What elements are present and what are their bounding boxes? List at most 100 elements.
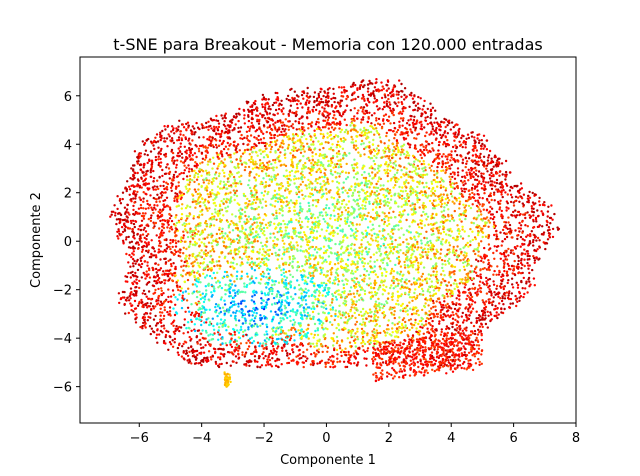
- data-point: [369, 94, 372, 97]
- data-point: [356, 166, 359, 169]
- data-point: [276, 342, 280, 346]
- data-point: [508, 290, 511, 293]
- data-point: [140, 265, 143, 269]
- data-point: [337, 262, 340, 265]
- data-point: [195, 202, 198, 206]
- data-point: [182, 134, 185, 137]
- data-point: [484, 305, 488, 309]
- data-point: [465, 326, 468, 329]
- data-point: [551, 218, 554, 221]
- data-point: [477, 260, 480, 263]
- data-point: [271, 357, 274, 360]
- data-point: [146, 161, 149, 165]
- data-point: [205, 274, 209, 277]
- data-point: [371, 171, 374, 174]
- data-point: [362, 349, 365, 352]
- data-point: [375, 292, 379, 295]
- data-point: [235, 112, 238, 116]
- data-point: [485, 300, 488, 303]
- data-point: [509, 230, 512, 233]
- data-point: [440, 258, 444, 262]
- data-point: [372, 176, 375, 179]
- data-point: [282, 246, 285, 249]
- data-point: [420, 242, 423, 245]
- data-point: [290, 359, 293, 362]
- data-point: [410, 296, 414, 299]
- data-point: [414, 238, 417, 241]
- data-point: [337, 150, 341, 153]
- data-point: [342, 251, 345, 255]
- data-point: [403, 152, 406, 156]
- data-point: [432, 316, 436, 319]
- data-point: [262, 230, 266, 233]
- data-point: [166, 163, 169, 166]
- data-point: [322, 217, 325, 221]
- data-point: [416, 201, 419, 204]
- data-point: [264, 200, 267, 203]
- data-point: [524, 216, 527, 220]
- data-point: [391, 232, 395, 235]
- data-point: [286, 310, 289, 314]
- data-point: [312, 363, 315, 367]
- data-point: [429, 116, 432, 120]
- data-point: [235, 361, 238, 364]
- data-point: [455, 323, 458, 327]
- data-point: [302, 365, 305, 369]
- data-point: [360, 121, 363, 124]
- data-point: [428, 166, 431, 170]
- data-point: [487, 236, 490, 240]
- data-point: [416, 102, 420, 105]
- data-point: [172, 307, 175, 310]
- data-point: [247, 183, 250, 187]
- data-point: [184, 219, 188, 222]
- data-point: [386, 197, 390, 201]
- data-point: [374, 293, 378, 297]
- data-point: [234, 314, 237, 318]
- data-point: [208, 136, 211, 139]
- data-point: [121, 230, 125, 234]
- data-point: [492, 173, 495, 177]
- data-point: [376, 240, 379, 243]
- data-point: [305, 308, 308, 311]
- data-point: [265, 325, 269, 329]
- data-point: [346, 216, 350, 219]
- data-point: [337, 143, 340, 147]
- data-point: [495, 188, 498, 191]
- data-point: [361, 214, 364, 217]
- data-point: [356, 253, 359, 257]
- data-point: [169, 186, 173, 189]
- data-point: [446, 295, 449, 298]
- data-point: [408, 296, 412, 299]
- data-point: [131, 228, 134, 231]
- data-point: [128, 253, 131, 257]
- data-point: [157, 210, 160, 213]
- data-point: [160, 289, 163, 292]
- data-point: [418, 225, 421, 229]
- data-point: [466, 241, 469, 245]
- data-point: [270, 180, 273, 183]
- data-point: [389, 237, 392, 240]
- data-point: [174, 327, 177, 330]
- data-point: [309, 363, 313, 366]
- data-point: [501, 297, 504, 300]
- data-point: [470, 167, 473, 170]
- data-point: [393, 127, 397, 130]
- data-point: [484, 235, 488, 238]
- data-point: [453, 265, 457, 269]
- data-point: [120, 225, 124, 229]
- data-point: [389, 165, 393, 168]
- data-point: [331, 282, 334, 285]
- data-point: [411, 202, 414, 205]
- data-point: [156, 179, 159, 182]
- data-point: [280, 308, 283, 311]
- data-point: [280, 141, 283, 145]
- data-point: [369, 220, 372, 223]
- data-point: [182, 171, 185, 175]
- data-point: [244, 250, 247, 253]
- data-point: [475, 169, 478, 172]
- data-point: [366, 214, 369, 218]
- data-point: [440, 155, 444, 158]
- data-point: [429, 257, 433, 261]
- data-point: [237, 336, 240, 339]
- data-point: [487, 261, 491, 265]
